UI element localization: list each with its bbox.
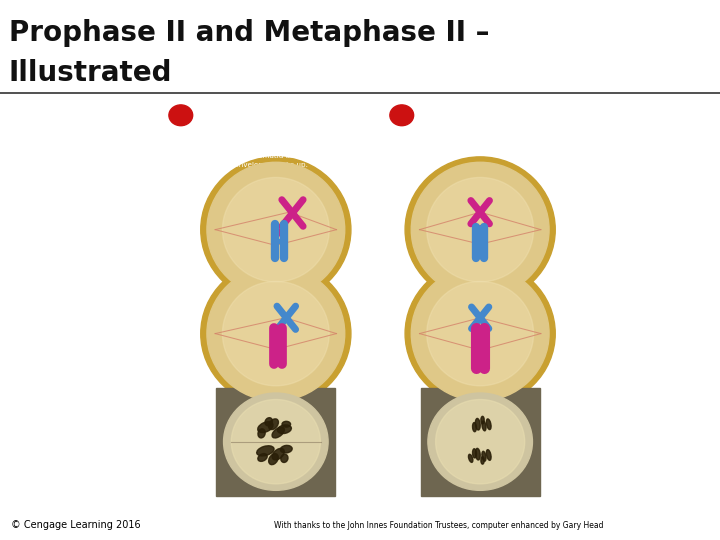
Ellipse shape bbox=[222, 281, 329, 386]
Ellipse shape bbox=[258, 454, 267, 461]
Ellipse shape bbox=[231, 400, 320, 484]
Ellipse shape bbox=[411, 163, 549, 297]
Ellipse shape bbox=[469, 454, 473, 462]
Ellipse shape bbox=[472, 449, 477, 458]
Ellipse shape bbox=[265, 417, 272, 426]
Ellipse shape bbox=[269, 454, 278, 464]
Circle shape bbox=[390, 105, 414, 126]
Ellipse shape bbox=[481, 457, 485, 464]
Ellipse shape bbox=[405, 157, 555, 302]
Ellipse shape bbox=[482, 421, 486, 431]
Text: The chromosomes condense.
Spindle microtubules attach to
each sister chromatid a: The chromosomes condense. Spindle microt… bbox=[204, 136, 315, 167]
Ellipse shape bbox=[258, 422, 273, 433]
Ellipse shape bbox=[486, 450, 491, 460]
Ellipse shape bbox=[280, 446, 292, 453]
Ellipse shape bbox=[428, 393, 533, 490]
Ellipse shape bbox=[224, 393, 328, 490]
Ellipse shape bbox=[201, 261, 351, 406]
Ellipse shape bbox=[201, 157, 351, 302]
Ellipse shape bbox=[272, 448, 284, 460]
Ellipse shape bbox=[427, 178, 534, 282]
Ellipse shape bbox=[472, 423, 477, 431]
Ellipse shape bbox=[405, 261, 555, 406]
Ellipse shape bbox=[269, 419, 279, 430]
Ellipse shape bbox=[257, 446, 274, 456]
Ellipse shape bbox=[427, 281, 534, 386]
Ellipse shape bbox=[436, 400, 525, 484]
Ellipse shape bbox=[475, 448, 480, 460]
Ellipse shape bbox=[481, 416, 485, 424]
Ellipse shape bbox=[482, 451, 486, 461]
Ellipse shape bbox=[207, 163, 345, 297]
Ellipse shape bbox=[281, 454, 288, 462]
Ellipse shape bbox=[486, 419, 491, 429]
Text: © Cengage Learning 2016: © Cengage Learning 2016 bbox=[11, 520, 140, 530]
Circle shape bbox=[169, 105, 193, 126]
Ellipse shape bbox=[277, 425, 292, 434]
Text: No DNA
replication: No DNA replication bbox=[143, 313, 184, 334]
Text: With thanks to the John Innes Foundation Trustees, computer enhanced by Gary Hea: With thanks to the John Innes Foundation… bbox=[274, 521, 603, 530]
Text: Prophase II: Prophase II bbox=[204, 110, 258, 120]
Text: Prophase II and Metaphase II –: Prophase II and Metaphase II – bbox=[9, 19, 489, 47]
FancyBboxPatch shape bbox=[217, 388, 336, 496]
Ellipse shape bbox=[282, 421, 291, 427]
Ellipse shape bbox=[475, 418, 480, 430]
Ellipse shape bbox=[258, 429, 265, 438]
Text: Illustrated: Illustrated bbox=[9, 58, 172, 86]
Text: Metaphase II: Metaphase II bbox=[426, 110, 488, 120]
Ellipse shape bbox=[222, 178, 329, 282]
Ellipse shape bbox=[272, 427, 284, 438]
Ellipse shape bbox=[207, 266, 345, 401]
Ellipse shape bbox=[411, 266, 549, 401]
FancyBboxPatch shape bbox=[420, 388, 539, 496]
